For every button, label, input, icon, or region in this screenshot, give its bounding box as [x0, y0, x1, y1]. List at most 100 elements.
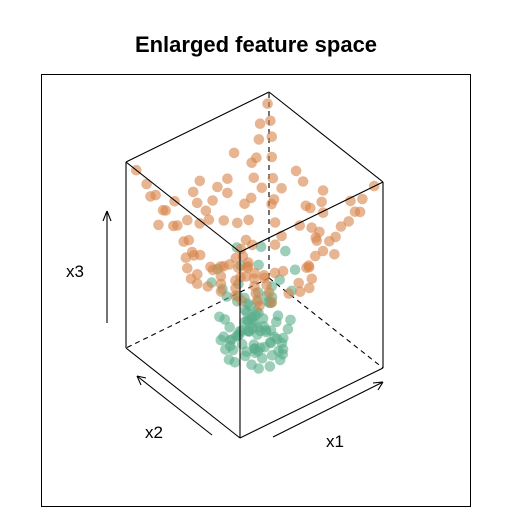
data-point-outer: [294, 220, 306, 231]
data-point-outer: [304, 282, 315, 294]
data-point-outer: [300, 200, 312, 212]
data-point-outer: [276, 230, 287, 242]
data-point-inner: [278, 332, 289, 344]
data-point-outer: [230, 282, 241, 294]
cube-edge-hidden: [268, 277, 384, 369]
data-point-outer: [248, 172, 260, 184]
data-point-inner: [218, 331, 229, 343]
data-point-outer: [303, 262, 315, 273]
data-point-outer: [269, 239, 281, 250]
chart-title: Enlarged feature space: [134, 32, 378, 57]
data-point-outer: [215, 261, 226, 272]
data-point-outer: [317, 245, 329, 257]
data-point-outer: [182, 214, 193, 226]
data-point-inner: [253, 363, 264, 374]
axis-arrow-x3: [102, 210, 112, 323]
data-point-outer: [218, 215, 230, 226]
data-point-outer: [310, 250, 321, 262]
data-point-outer: [297, 176, 309, 187]
data-point-inner: [242, 298, 254, 310]
cube-edge: [125, 347, 241, 439]
data-point-outer: [253, 134, 265, 145]
cube-edge: [239, 367, 384, 439]
x2-label: x2: [145, 423, 163, 442]
data-point-outer: [276, 183, 287, 194]
data-point-outer: [261, 279, 272, 291]
data-point-outer: [212, 181, 223, 193]
data-point-inner: [236, 325, 248, 337]
data-point-outer: [182, 263, 193, 274]
data-point-outer: [262, 98, 273, 109]
cube-edge: [125, 91, 270, 163]
data-point-inner: [264, 337, 276, 348]
data-point-outer: [232, 217, 243, 229]
data-point-outer: [180, 252, 192, 263]
data-point-outer: [194, 175, 206, 187]
data-point-inner: [227, 344, 239, 356]
data-point-outer: [145, 191, 156, 202]
data-point-outer: [222, 187, 233, 199]
data-point-outer: [233, 262, 244, 274]
data-point-outer: [266, 131, 278, 142]
data-point-inner: [280, 245, 291, 257]
data-point-outer: [187, 186, 199, 198]
data-point-outer: [249, 281, 260, 292]
data-point-inner: [223, 354, 235, 365]
data-point-outer: [215, 286, 227, 297]
data-point-outer: [249, 268, 260, 279]
data-point-outer: [269, 267, 281, 279]
data-points: [131, 98, 380, 374]
data-point-outer: [239, 198, 250, 210]
data-point-outer: [290, 165, 302, 177]
data-point-outer: [269, 217, 281, 228]
data-point-outer: [343, 216, 355, 227]
data-point-outer: [266, 151, 278, 163]
data-point-outer: [228, 147, 240, 159]
x3-label: x3: [66, 262, 84, 281]
data-point-inner: [289, 264, 301, 276]
data-point-inner: [282, 323, 294, 335]
data-point-inner: [285, 314, 296, 326]
axis-arrow-x2: [136, 375, 213, 436]
data-point-outer: [246, 157, 257, 168]
data-point-inner: [252, 345, 264, 357]
data-point-outer: [235, 271, 246, 283]
data-point-outer: [335, 221, 347, 232]
data-point-outer: [243, 214, 254, 226]
data-point-inner: [236, 338, 248, 350]
data-point-inner: [272, 310, 284, 322]
cube-visible-edges: [125, 91, 384, 439]
data-point-outer: [345, 195, 356, 207]
data-point-outer: [203, 214, 215, 225]
data-point-outer: [267, 172, 279, 184]
data-point-outer: [317, 185, 329, 196]
data-point-outer: [277, 265, 289, 277]
data-point-outer: [141, 178, 152, 190]
data-point-outer: [215, 271, 227, 282]
data-point-inner: [253, 259, 264, 271]
data-point-outer: [200, 205, 212, 217]
data-point-outer: [235, 243, 247, 255]
data-point-outer: [330, 231, 341, 243]
data-point-outer: [157, 204, 169, 216]
plot-frame: [41, 74, 471, 507]
data-point-outer: [191, 197, 203, 209]
data-point-outer: [306, 273, 318, 285]
data-point-outer: [266, 198, 277, 210]
data-point-inner: [277, 349, 289, 360]
data-point-outer: [222, 173, 233, 184]
data-point-outer: [294, 286, 306, 298]
data-point-inner: [214, 311, 225, 323]
axis-arrow-x1: [272, 381, 384, 438]
data-point-outer: [258, 270, 270, 281]
data-point-outer: [194, 218, 205, 229]
data-point-outer: [357, 193, 368, 205]
data-point-outer: [354, 206, 366, 218]
data-point-outer: [293, 277, 305, 289]
data-point-outer: [310, 232, 322, 243]
data-point-inner: [255, 241, 267, 252]
data-point-outer: [230, 290, 241, 302]
data-point-outer: [178, 236, 189, 247]
data-point-outer: [283, 288, 295, 299]
